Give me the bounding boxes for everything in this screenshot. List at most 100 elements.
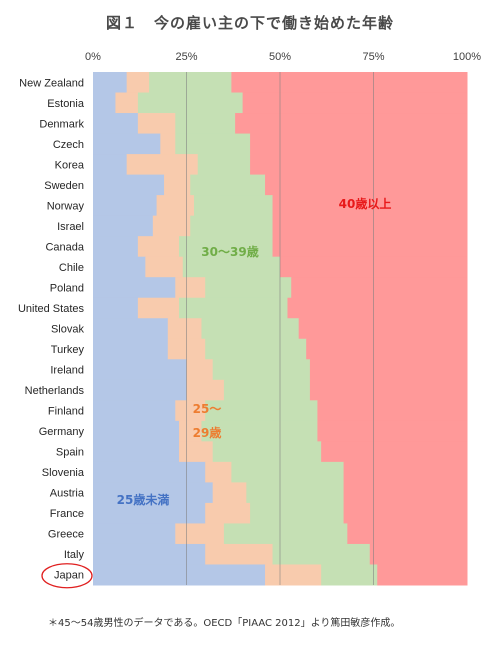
bar-france-series-0 xyxy=(93,502,206,524)
category-label: Korea xyxy=(55,159,85,171)
category-label: Estonia xyxy=(47,98,85,110)
bar-germany-series-3 xyxy=(317,420,468,442)
bar-united-states-series-2 xyxy=(179,297,288,319)
category-label: Italy xyxy=(64,549,85,561)
category-label: New Zealand xyxy=(19,77,84,89)
category-label: Finland xyxy=(48,406,84,418)
bar-netherlands-series-1 xyxy=(186,379,225,401)
bar-netherlands-series-3 xyxy=(309,379,468,401)
bar-norway-series-3 xyxy=(272,195,468,217)
category-label: Spain xyxy=(56,447,84,459)
bar-japan-series-2 xyxy=(321,564,378,586)
bar-turkey-series-3 xyxy=(306,338,468,360)
bar-czech-series-1 xyxy=(160,133,176,155)
category-label: Chile xyxy=(59,262,84,274)
bar-slovak-series-3 xyxy=(298,318,468,340)
bar-ireland-series-1 xyxy=(186,359,214,381)
bar-finland-series-2 xyxy=(205,400,318,422)
bar-germany-series-2 xyxy=(201,420,318,442)
bar-norway-series-0 xyxy=(93,195,158,217)
bar-estonia-series-0 xyxy=(93,92,116,114)
series-annotation: 25歳未満 xyxy=(117,492,170,507)
category-label: Ireland xyxy=(50,365,84,377)
category-label: Japan xyxy=(54,570,84,582)
category-label: Israel xyxy=(57,221,84,233)
bar-france-series-2 xyxy=(250,502,345,524)
bar-france-series-1 xyxy=(205,502,251,524)
bar-greece-series-1 xyxy=(175,523,225,545)
category-label: Czech xyxy=(53,139,84,151)
bar-united-states-series-1 xyxy=(137,297,180,319)
bar-estonia-series-3 xyxy=(242,92,468,114)
bar-poland-series-3 xyxy=(291,277,468,299)
bar-austria-series-3 xyxy=(343,482,468,504)
bar-israel-series-0 xyxy=(93,215,154,237)
series-annotation: 40歳以上 xyxy=(339,196,392,211)
bar-sweden-series-1 xyxy=(164,174,191,196)
bar-netherlands-series-2 xyxy=(223,379,311,401)
bar-finland-series-1 xyxy=(175,400,206,422)
bar-finland-series-0 xyxy=(93,400,176,422)
category-label: Turkey xyxy=(51,344,85,356)
bar-israel-series-2 xyxy=(190,215,274,237)
x-tick-label: 0% xyxy=(85,51,101,63)
bar-turkey-series-2 xyxy=(205,338,307,360)
bar-israel-series-1 xyxy=(152,215,191,237)
bar-ireland-series-2 xyxy=(212,359,311,381)
bar-denmark-series-1 xyxy=(137,113,176,135)
bar-slovenia-series-0 xyxy=(93,461,206,483)
bar-korea-series-1 xyxy=(126,154,199,176)
bar-korea-series-2 xyxy=(197,154,251,176)
bar-austria-series-2 xyxy=(246,482,345,504)
bar-poland-series-2 xyxy=(205,277,292,299)
bar-new-zealand-series-0 xyxy=(93,72,128,94)
category-label: Norway xyxy=(47,200,85,212)
bar-united-states-series-3 xyxy=(287,297,468,319)
category-label: Sweden xyxy=(44,180,84,192)
bar-italy-series-2 xyxy=(272,543,371,565)
bar-korea-series-3 xyxy=(250,154,468,176)
bar-new-zealand-series-2 xyxy=(149,72,232,94)
bar-ireland-series-0 xyxy=(93,359,187,381)
bar-czech-series-2 xyxy=(175,133,251,155)
bar-norway-series-2 xyxy=(193,195,274,217)
bar-greece-series-3 xyxy=(347,523,468,545)
highlight-circle xyxy=(41,563,93,589)
category-label: Germany xyxy=(39,426,85,438)
series-annotation: 30〜39歳 xyxy=(201,244,258,259)
category-label: Denmark xyxy=(39,118,84,130)
bar-czech-series-3 xyxy=(250,133,468,155)
bar-italy-series-3 xyxy=(369,543,468,565)
bar-canada-series-0 xyxy=(93,236,139,258)
bar-france-series-3 xyxy=(343,502,468,524)
category-label: Netherlands xyxy=(25,385,85,397)
bar-netherlands-series-0 xyxy=(93,379,187,401)
bar-spain-series-3 xyxy=(321,441,468,463)
category-label: Poland xyxy=(50,282,84,294)
bar-denmark-series-0 xyxy=(93,113,139,135)
bar-greece-series-2 xyxy=(223,523,348,545)
footnote: ＊45〜54歳男性のデータである。OECD「PIAAC 2012」より篤田敏彦作… xyxy=(48,618,401,629)
bar-spain-series-1 xyxy=(179,441,214,463)
category-label: France xyxy=(50,508,84,520)
bar-israel-series-3 xyxy=(272,215,468,237)
bar-japan-series-1 xyxy=(265,564,322,586)
bar-sweden-series-2 xyxy=(190,174,266,196)
chart-title: 図１ 今の雇い主の下で働き始めた年齢 xyxy=(105,14,394,32)
bar-ireland-series-3 xyxy=(309,359,468,381)
bar-turkey-series-0 xyxy=(93,338,169,360)
bar-estonia-series-2 xyxy=(137,92,244,114)
bar-slovak-series-1 xyxy=(167,318,202,340)
bar-poland-series-1 xyxy=(175,277,206,299)
bar-germany-series-0 xyxy=(93,420,180,442)
bar-slovak-series-0 xyxy=(93,318,169,340)
bar-norway-series-1 xyxy=(156,195,195,217)
bar-slovenia-series-3 xyxy=(343,461,468,483)
bar-new-zealand-series-3 xyxy=(231,72,468,94)
x-tick-label: 100% xyxy=(453,51,481,63)
bar-chile-series-2 xyxy=(182,256,281,278)
bar-finland-series-3 xyxy=(317,400,468,422)
x-tick-label: 75% xyxy=(362,51,384,63)
bar-sweden-series-0 xyxy=(93,174,165,196)
